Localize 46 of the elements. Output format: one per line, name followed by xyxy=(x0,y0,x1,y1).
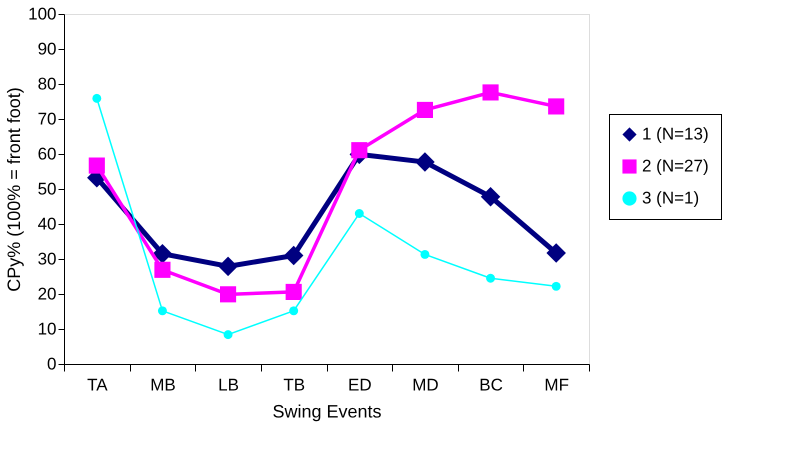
point xyxy=(552,282,561,291)
point xyxy=(416,102,433,118)
x-tick-label: MD xyxy=(412,376,439,394)
point xyxy=(354,209,364,218)
legend-label: 1 (N=13) xyxy=(642,124,709,144)
legend-label: 2 (N=27) xyxy=(642,156,709,176)
point xyxy=(284,246,304,266)
point xyxy=(486,274,496,283)
y-tick-label: 20 xyxy=(38,284,56,304)
point xyxy=(218,256,238,276)
point xyxy=(154,262,170,278)
x-tick-label: ED xyxy=(348,376,372,394)
y-tick-label: 0 xyxy=(47,354,56,374)
point xyxy=(92,94,102,103)
x-tick-label: TA xyxy=(87,376,108,394)
point xyxy=(415,152,435,172)
point xyxy=(158,306,167,316)
y-tick-label: 100 xyxy=(28,4,56,24)
x-tick-label: MF xyxy=(544,376,569,394)
y-tick-label: 70 xyxy=(38,110,56,128)
x-tick-label: MB xyxy=(150,376,176,394)
point xyxy=(152,244,172,264)
x-tick-label: LB xyxy=(218,376,239,394)
x-tick-label: TB xyxy=(283,376,306,394)
y-axis-title: CPy% (100% = front foot) xyxy=(4,87,24,292)
point xyxy=(482,84,499,100)
y-tick-label: 50 xyxy=(38,180,56,198)
x-axis-title: Swing Events xyxy=(272,402,382,422)
legend-label: 3 (N=1) xyxy=(642,188,700,208)
y-tick-label: 80 xyxy=(38,74,56,94)
point xyxy=(546,243,566,263)
point xyxy=(351,142,368,158)
point xyxy=(224,330,233,340)
point xyxy=(548,98,564,114)
point xyxy=(420,250,430,259)
y-tick-label: 10 xyxy=(38,320,56,338)
point xyxy=(289,306,298,316)
y-tick-label: 90 xyxy=(38,40,56,58)
y-tick-label: 40 xyxy=(38,214,56,234)
y-tick-label: 30 xyxy=(38,250,56,268)
point xyxy=(480,186,500,206)
point xyxy=(88,157,105,174)
point xyxy=(286,284,302,300)
x-tick-label: BC xyxy=(479,376,503,394)
y-tick-label: 60 xyxy=(38,144,56,164)
point xyxy=(220,286,236,302)
